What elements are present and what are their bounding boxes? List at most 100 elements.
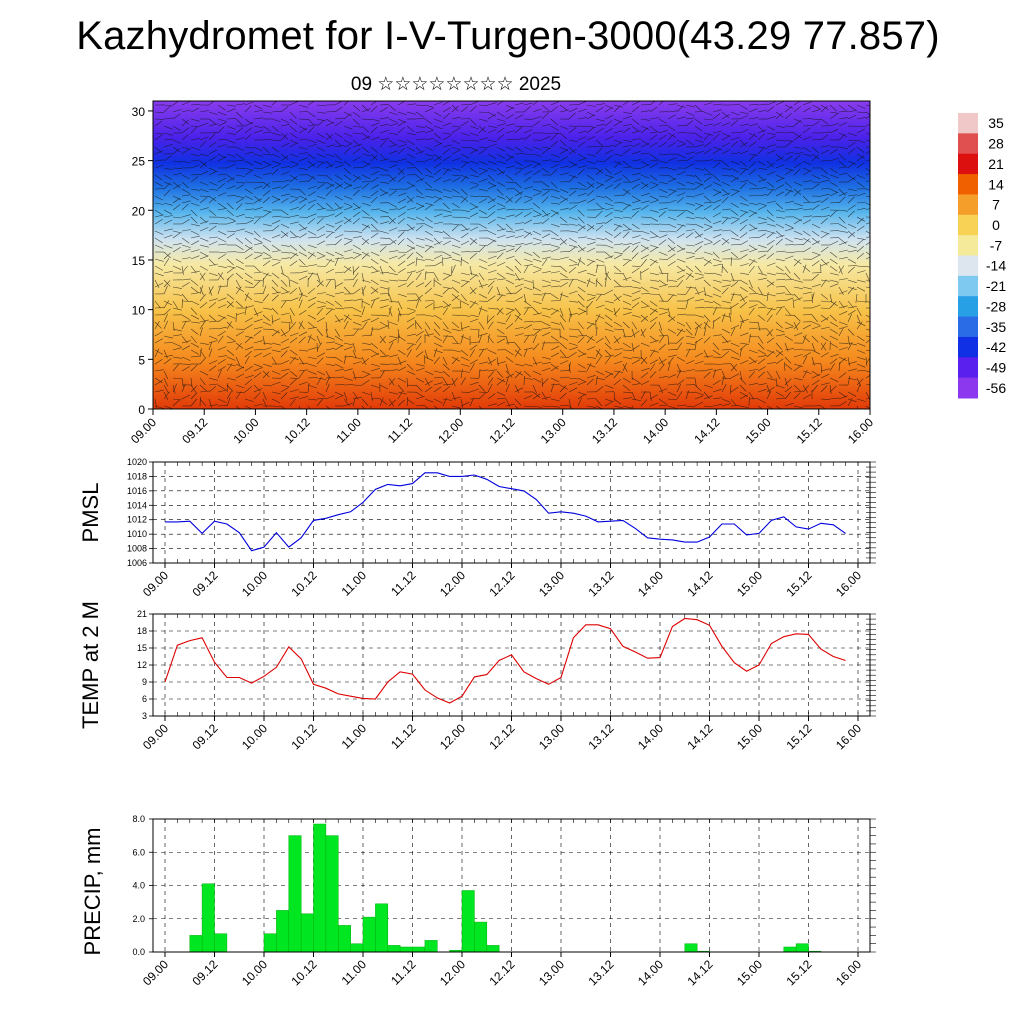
wind-barb <box>541 250 551 253</box>
wind-barb <box>451 335 458 344</box>
wind-barb <box>262 293 269 302</box>
wind-barb <box>316 174 326 177</box>
wind-barb <box>199 398 207 406</box>
wind-barb <box>154 379 163 386</box>
wind-barb <box>604 300 614 304</box>
wind-barb <box>460 153 470 159</box>
wind-barb <box>361 356 367 366</box>
wind-barb <box>604 207 614 211</box>
wind-barb <box>649 349 659 353</box>
wind-barb <box>262 363 272 367</box>
wind-barb <box>397 231 405 239</box>
wind-barb <box>154 405 164 409</box>
wind-barb <box>334 224 342 232</box>
wind-barb <box>262 181 271 188</box>
wind-barb <box>523 348 528 358</box>
wind-barb <box>541 292 546 302</box>
wind-barb <box>433 156 442 162</box>
wind-barb <box>640 205 649 211</box>
wind-barb <box>325 258 332 267</box>
wind-barb <box>424 300 435 302</box>
wind-barb <box>811 379 820 386</box>
temp-ytick-label: 21 <box>137 609 147 619</box>
wind-barb <box>568 387 578 393</box>
wind-barb <box>451 104 459 112</box>
wind-barb <box>442 286 452 290</box>
wind-barb <box>316 255 326 260</box>
wind-barb <box>532 265 542 270</box>
wind-barb <box>172 146 181 153</box>
wind-barb <box>199 377 206 386</box>
wind-barb <box>316 240 326 246</box>
wind-barb <box>244 378 253 386</box>
wind-barb <box>514 314 523 321</box>
wind-barb <box>703 306 714 309</box>
wind-barb <box>325 202 333 210</box>
wind-barb <box>694 352 704 358</box>
wind-barb <box>379 103 390 106</box>
wind-barb <box>361 398 369 406</box>
wind-barb <box>793 354 803 358</box>
wind-barb <box>244 346 254 351</box>
wind-barb <box>199 136 209 141</box>
wind-barb <box>424 386 433 393</box>
wind-barb <box>271 139 282 141</box>
wind-barb <box>802 369 808 379</box>
wind-barb <box>199 207 209 211</box>
wind-barb <box>694 125 703 132</box>
wind-barb <box>235 184 244 190</box>
wind-barb <box>514 370 524 376</box>
wind-barb <box>442 144 452 148</box>
wind-barb <box>811 356 815 366</box>
wind-barb <box>649 106 658 113</box>
wind-barb <box>478 391 489 393</box>
wind-barb <box>217 369 222 379</box>
wind-barb <box>217 254 226 260</box>
wind-barb <box>766 144 776 148</box>
wind-barb <box>811 314 819 323</box>
wind-barb <box>469 363 475 372</box>
wind-barb <box>352 328 359 337</box>
wind-barb <box>352 125 362 128</box>
wind-barb <box>694 265 702 273</box>
wind-barb <box>379 167 389 172</box>
wind-barb <box>658 195 668 198</box>
wind-barb <box>496 262 506 267</box>
wind-barb <box>586 356 596 359</box>
wind-barb <box>802 237 811 243</box>
wind-barb <box>199 195 210 197</box>
wind-barb <box>226 216 236 222</box>
wind-barb <box>478 369 488 372</box>
wind-barb <box>244 202 254 205</box>
wind-barb <box>622 312 632 316</box>
wind-barb <box>676 293 687 295</box>
wind-barb <box>154 214 164 218</box>
wind-barb <box>334 271 344 274</box>
wind-barb <box>316 202 325 210</box>
wind-barb <box>343 265 352 272</box>
wind-barb <box>334 145 344 148</box>
wind-barb <box>550 293 559 300</box>
wind-barb <box>307 217 316 225</box>
wind-barb <box>397 333 399 344</box>
pmsl-ytick-label: 1008 <box>127 544 147 554</box>
wind-barb <box>865 398 870 400</box>
wind-barb <box>766 160 774 168</box>
wind-barb <box>388 255 398 260</box>
wind-barb <box>541 148 550 155</box>
wind-barb <box>334 318 344 323</box>
wind-barb <box>424 333 434 337</box>
wind-barb <box>658 328 665 337</box>
wind-barb <box>181 314 190 320</box>
wind-barb <box>703 395 713 400</box>
wind-barb <box>496 127 505 134</box>
wind-barb <box>694 276 704 281</box>
wind-barb <box>649 394 659 400</box>
wind-barb <box>550 300 561 302</box>
wind-barb <box>514 288 523 295</box>
wind-barb <box>640 193 650 197</box>
wind-barb <box>631 328 636 338</box>
wind-barb <box>568 398 572 408</box>
wind-barb <box>352 236 362 239</box>
wind-barb <box>451 174 461 177</box>
